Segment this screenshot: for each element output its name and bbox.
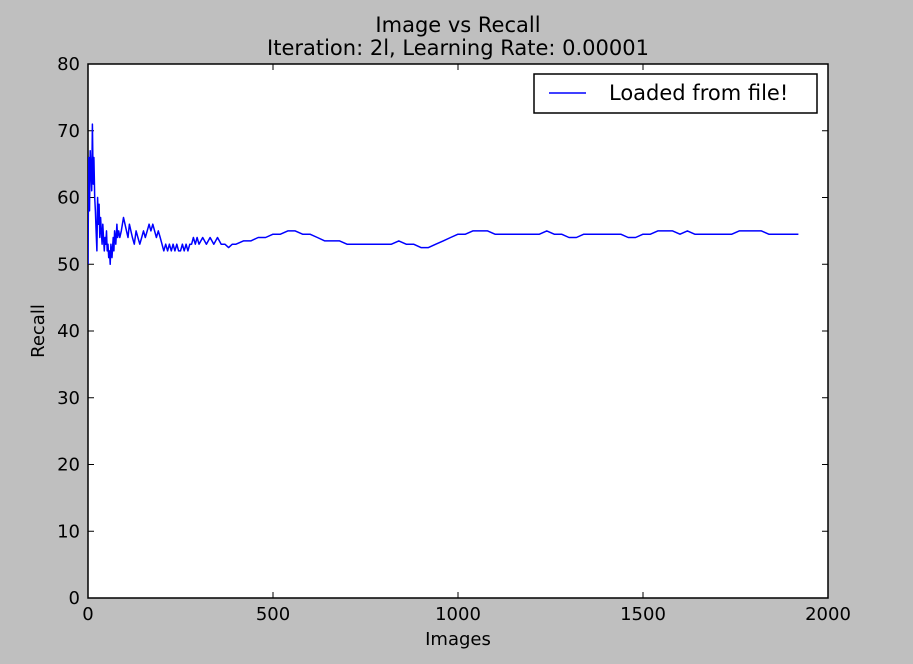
x-tick-label: 2000 bbox=[805, 604, 851, 625]
axis-ticks bbox=[87, 63, 829, 599]
x-axis-label: Images bbox=[425, 629, 491, 650]
chart-subtitle: Iteration: 2l, Learning Rate: 0.00001 bbox=[267, 36, 649, 60]
y-tick-label: 10 bbox=[57, 521, 80, 542]
y-tick-label: 80 bbox=[57, 54, 80, 75]
legend-label: Loaded from file! bbox=[609, 81, 788, 105]
x-tick-label: 1000 bbox=[435, 604, 481, 625]
y-tick-label: 30 bbox=[57, 388, 80, 409]
y-tick-label: 40 bbox=[57, 321, 80, 342]
axis-tick-labels: 0 500 1000 1500 2000 0 10 20 30 40 50 60 70 80 bbox=[57, 54, 851, 625]
legend: Loaded from file! bbox=[533, 73, 818, 114]
y-tick-label: 50 bbox=[57, 254, 80, 275]
x-tick-label: 500 bbox=[256, 604, 290, 625]
x-tick-label: 0 bbox=[82, 604, 93, 625]
series-line bbox=[88, 123, 799, 266]
y-tick-label: 60 bbox=[57, 188, 80, 209]
plot-area bbox=[87, 63, 829, 599]
y-tick-label: 70 bbox=[57, 121, 80, 142]
y-tick-label: 0 bbox=[69, 588, 80, 609]
series-layer bbox=[88, 123, 799, 266]
y-axis-label: Recall bbox=[28, 304, 49, 358]
x-tick-label: 1500 bbox=[620, 604, 666, 625]
chart-title: Image vs Recall bbox=[375, 13, 540, 37]
y-tick-label: 20 bbox=[57, 455, 80, 476]
